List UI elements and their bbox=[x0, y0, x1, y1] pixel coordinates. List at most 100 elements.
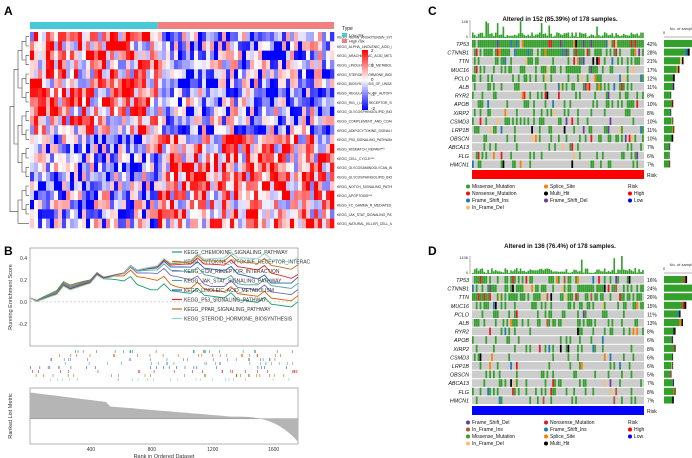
mutation-cell bbox=[561, 293, 564, 301]
gene-percent: 10% bbox=[647, 119, 658, 125]
mutation-cell bbox=[498, 40, 501, 48]
heatmap-cell bbox=[310, 106, 315, 117]
tmb-bar bbox=[561, 271, 564, 274]
heatmap-cell bbox=[154, 134, 159, 145]
heatmap-cell bbox=[194, 60, 199, 70]
mutation-cell bbox=[527, 319, 530, 327]
mutation-cell bbox=[603, 379, 606, 387]
mutation-cell bbox=[529, 396, 532, 404]
heatmap-cell bbox=[282, 116, 287, 126]
heatmap-cell bbox=[94, 88, 99, 98]
heatmap-cell bbox=[254, 41, 259, 51]
tmb-bar bbox=[506, 269, 509, 274]
heatmap-cell bbox=[130, 32, 135, 42]
heatmap-cell bbox=[262, 190, 267, 201]
heatmap-cell bbox=[250, 200, 255, 210]
heatmap-cell bbox=[234, 134, 239, 145]
mutation-cell bbox=[601, 293, 604, 301]
heatmap-cell bbox=[190, 125, 195, 135]
mutation-cell bbox=[556, 40, 558, 48]
heatmap-cell bbox=[158, 218, 163, 229]
heatmap-cell bbox=[38, 116, 43, 126]
tmb-bar bbox=[531, 32, 533, 38]
heatmap-cell bbox=[62, 60, 67, 70]
heatmap-cell bbox=[314, 60, 319, 70]
heatmap-cell bbox=[66, 116, 71, 126]
mutation-cell bbox=[491, 40, 493, 48]
heatmap-cell bbox=[142, 134, 147, 145]
tmb-bar bbox=[600, 271, 602, 274]
mutation-cell bbox=[596, 57, 598, 65]
mutation-cell bbox=[493, 387, 495, 396]
heatmap-cell bbox=[302, 88, 307, 98]
heatmap-cell bbox=[150, 97, 155, 107]
heatmap-cell bbox=[302, 41, 307, 51]
heatmap-cell bbox=[58, 190, 63, 201]
heatmap-cell bbox=[262, 181, 267, 191]
heatmap-cell bbox=[214, 78, 219, 89]
heatmap-cell bbox=[62, 78, 67, 89]
sample-count-bar bbox=[664, 336, 672, 344]
heatmap-cell bbox=[106, 32, 111, 42]
mutation-cell bbox=[586, 74, 589, 82]
heatmap-cell bbox=[266, 50, 271, 61]
es-curve bbox=[29, 269, 299, 302]
heatmap-cell bbox=[214, 32, 219, 42]
heatmap-cell bbox=[238, 50, 243, 61]
heatmap-cell bbox=[158, 162, 163, 173]
mutation-cell bbox=[596, 151, 598, 160]
heatmap-cell bbox=[118, 153, 123, 163]
heatmap-cell bbox=[178, 209, 183, 219]
mutation-cell bbox=[609, 65, 612, 74]
heatmap-cell bbox=[138, 134, 143, 145]
heatmap-cell bbox=[178, 134, 183, 145]
tmb-bar bbox=[556, 271, 558, 274]
tmb-bar bbox=[594, 272, 596, 274]
heatmap-cell bbox=[294, 181, 299, 191]
heatmap-cell bbox=[318, 41, 323, 51]
mutation-cell bbox=[626, 108, 629, 117]
mutation-cell bbox=[504, 293, 507, 301]
heatmap-cell bbox=[158, 60, 163, 70]
heatmap-cell bbox=[210, 116, 215, 126]
heatmap-cell bbox=[238, 106, 243, 117]
heatmap-cell bbox=[118, 125, 123, 135]
heatmap-cell bbox=[150, 50, 155, 61]
heatmap-cell bbox=[86, 200, 91, 210]
heatmap-cell bbox=[210, 162, 215, 173]
mutation-cell bbox=[569, 143, 572, 151]
sample-count-bar-segment bbox=[669, 91, 671, 99]
heatmap-cell bbox=[322, 69, 327, 79]
oncoplot-row-bg bbox=[472, 100, 644, 108]
mutation-cell bbox=[552, 284, 554, 293]
heatmap-cell bbox=[222, 116, 227, 126]
heatmap-cell bbox=[122, 190, 127, 201]
mutation-cell bbox=[548, 319, 551, 327]
legend-label: Nonsense_Mutation bbox=[550, 420, 595, 426]
heatmap-cell bbox=[170, 134, 175, 145]
heatmap-cell bbox=[202, 41, 207, 51]
heatmap-cell bbox=[98, 106, 103, 117]
heatmap-cell bbox=[50, 106, 55, 117]
heatmap-cell bbox=[318, 209, 323, 219]
heatmap-cell bbox=[38, 41, 43, 51]
heatmap-cell bbox=[278, 218, 283, 229]
heatmap-cell bbox=[230, 144, 235, 154]
heatmap-cell bbox=[242, 88, 247, 98]
sample-count-bar bbox=[664, 276, 683, 284]
heatmap-cell bbox=[54, 200, 59, 210]
tmb-bar bbox=[642, 32, 644, 38]
tmb-bar bbox=[590, 272, 593, 274]
mutation-cell bbox=[567, 48, 570, 57]
heatmap-cell bbox=[94, 200, 99, 210]
heatmap-cell bbox=[290, 97, 295, 107]
heatmap-cell bbox=[122, 88, 127, 98]
heatmap-cell bbox=[150, 218, 155, 229]
mutation-cell bbox=[584, 83, 587, 91]
heatmap-cell bbox=[54, 172, 59, 182]
heatmap-cell bbox=[74, 153, 79, 163]
heatmap-cell bbox=[162, 88, 167, 98]
heatmap-cell bbox=[166, 50, 171, 61]
heatmap-cell bbox=[134, 181, 139, 191]
heatmap-cell bbox=[242, 209, 247, 219]
